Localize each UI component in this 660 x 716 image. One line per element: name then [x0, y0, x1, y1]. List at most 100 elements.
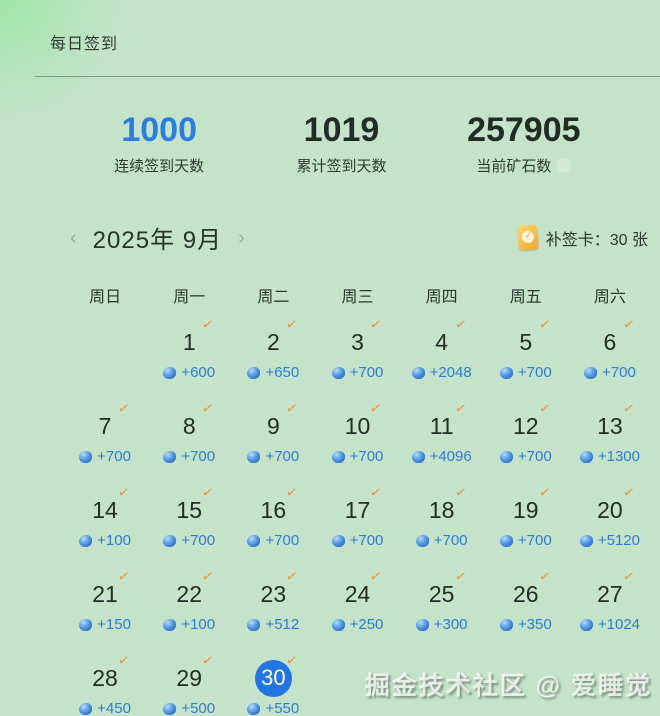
reward-row: +2048 — [400, 364, 484, 381]
day-cell[interactable]: 6 ✓ +700 — [568, 315, 652, 399]
day-cell[interactable]: 14 ✓ +100 — [63, 483, 147, 567]
reward-row: +700 — [147, 532, 231, 549]
reward-amount: +1300 — [597, 448, 640, 466]
ore-gem-icon — [331, 534, 345, 547]
day-cell[interactable]: 16 ✓ +700 — [231, 483, 315, 567]
next-month-icon[interactable]: › — [238, 226, 245, 249]
stat-total-days: 1019 累计签到天数 — [250, 111, 432, 176]
ore-help-icon[interactable] — [556, 158, 572, 174]
day-number-wrap: 12 ✓ — [484, 399, 568, 445]
stat-label: 连续签到天数 — [114, 158, 205, 176]
day-number: 12 — [512, 412, 539, 439]
day-cell[interactable]: 28 ✓ +450 — [63, 651, 147, 716]
day-cell[interactable]: 10 ✓ +700 — [315, 399, 399, 483]
reward-amount: +700 — [97, 448, 131, 466]
day-cell[interactable]: 29 ✓ +500 — [147, 651, 231, 716]
day-number: 10 — [344, 412, 371, 439]
makeup-card-icon — [516, 224, 539, 251]
day-number-wrap: 18 ✓ — [400, 483, 484, 529]
ore-gem-icon — [163, 450, 177, 463]
day-number: 5 — [519, 328, 533, 355]
day-cell[interactable]: 3 ✓ +700 — [315, 315, 399, 399]
day-cell[interactable]: 30 ✓ +550 — [231, 651, 315, 716]
prev-month-icon[interactable]: ‹ — [70, 226, 77, 249]
reward-row: +512 — [231, 616, 315, 633]
day-number-wrap: 14 ✓ — [63, 483, 147, 529]
day-cell[interactable]: 12 ✓ +700 — [484, 399, 568, 483]
ore-gem-icon — [79, 702, 93, 715]
day-cell[interactable]: 2 ✓ +650 — [231, 315, 315, 399]
checked-icon: ✓ — [621, 567, 636, 585]
day-number-wrap: 2 ✓ — [231, 315, 315, 361]
day-cell[interactable]: 8 ✓ +700 — [147, 399, 231, 483]
day-number-wrap: 3 ✓ — [315, 315, 399, 361]
day-number: 21 — [92, 580, 118, 607]
reward-row: +700 — [484, 448, 568, 465]
stats-row: 1000 连续签到天数 1019 累计签到天数 257905 当前矿石数 — [0, 111, 660, 176]
ore-gem-icon — [331, 366, 345, 379]
ore-gem-icon — [79, 618, 93, 631]
day-cell[interactable]: 26 ✓ +350 — [484, 567, 568, 651]
day-number: 11 — [429, 412, 454, 439]
day-number: 28 — [92, 664, 118, 691]
ore-gem-icon — [579, 618, 593, 631]
day-cell[interactable]: 20 ✓ +5120 — [568, 483, 652, 567]
day-cell[interactable]: 19 ✓ +700 — [484, 483, 568, 567]
weekday-sun: 周日 — [89, 289, 122, 307]
day-cell[interactable]: 25 ✓ +300 — [400, 567, 484, 651]
reward-amount: +700 — [349, 448, 384, 466]
checked-icon: ✓ — [537, 315, 552, 333]
checked-icon: ✓ — [621, 315, 636, 333]
reward-amount: +450 — [97, 700, 131, 716]
day-cell[interactable]: 27 ✓ +1024 — [568, 567, 652, 651]
day-number-wrap: 16 ✓ — [231, 483, 315, 529]
day-number: 15 — [176, 496, 202, 523]
day-number: 23 — [260, 580, 287, 607]
reward-row: +700 — [147, 448, 231, 465]
day-number-wrap: 24 ✓ — [315, 567, 399, 613]
day-cell[interactable]: 15 ✓ +700 — [147, 483, 231, 567]
weekday-tue: 周二 — [257, 289, 290, 307]
weekday-thu: 周四 — [425, 289, 458, 307]
reward-row: +700 — [63, 448, 147, 465]
day-number-wrap: 17 ✓ — [315, 483, 399, 529]
checked-icon: ✓ — [117, 399, 131, 417]
stat-label-text: 当前矿石数 — [476, 158, 552, 176]
reward-row: +700 — [568, 364, 652, 381]
day-cell[interactable]: 11 ✓ +4096 — [400, 399, 484, 483]
ore-gem-icon — [163, 702, 177, 715]
reward-row: +550 — [231, 700, 315, 716]
reward-amount: +600 — [181, 364, 216, 382]
reward-amount: +700 — [349, 364, 384, 382]
reward-amount: +700 — [517, 364, 552, 382]
day-cell[interactable]: 23 ✓ +512 — [231, 567, 315, 651]
day-number: 27 — [597, 580, 623, 607]
day-cell[interactable]: 4 ✓ +2048 — [400, 315, 484, 399]
day-cell[interactable]: 24 ✓ +250 — [315, 567, 399, 651]
day-cell[interactable]: 13 ✓ +1300 — [568, 399, 652, 483]
makeup-card-area[interactable]: 补签卡：30 张 — [516, 224, 648, 251]
weekday-header: 周日 周一 周二 周三 周四 周五 周六 — [63, 283, 652, 307]
makeup-label-text: 补签卡： — [545, 231, 610, 249]
day-cell[interactable]: 5 ✓ +700 — [484, 315, 568, 399]
day-number: 25 — [428, 580, 455, 607]
ore-gem-icon — [499, 534, 513, 547]
day-number: 6 — [603, 328, 617, 355]
checked-icon: ✓ — [537, 567, 552, 585]
day-cell[interactable]: 18 ✓ +700 — [400, 483, 484, 567]
month-row: ‹ 2025年 9月 › 补签卡：30 张 — [68, 220, 648, 255]
reward-amount: +150 — [97, 616, 131, 634]
reward-row: +350 — [484, 616, 568, 633]
ore-gem-icon — [163, 618, 177, 631]
day-cell[interactable]: 1 ✓ +600 — [147, 315, 231, 399]
day-cell[interactable]: 17 ✓ +700 — [315, 483, 399, 567]
day-cell[interactable]: 7 ✓ +700 — [63, 399, 147, 483]
checked-icon: ✓ — [369, 399, 384, 417]
header-divider — [35, 76, 660, 77]
day-cell[interactable]: 9 ✓ +700 — [231, 399, 315, 483]
reward-row: +450 — [63, 700, 147, 716]
day-number: 20 — [597, 496, 623, 523]
day-cell[interactable]: 22 ✓ +100 — [147, 567, 231, 651]
day-number: 14 — [92, 496, 118, 523]
day-cell[interactable]: 21 ✓ +150 — [63, 567, 147, 651]
